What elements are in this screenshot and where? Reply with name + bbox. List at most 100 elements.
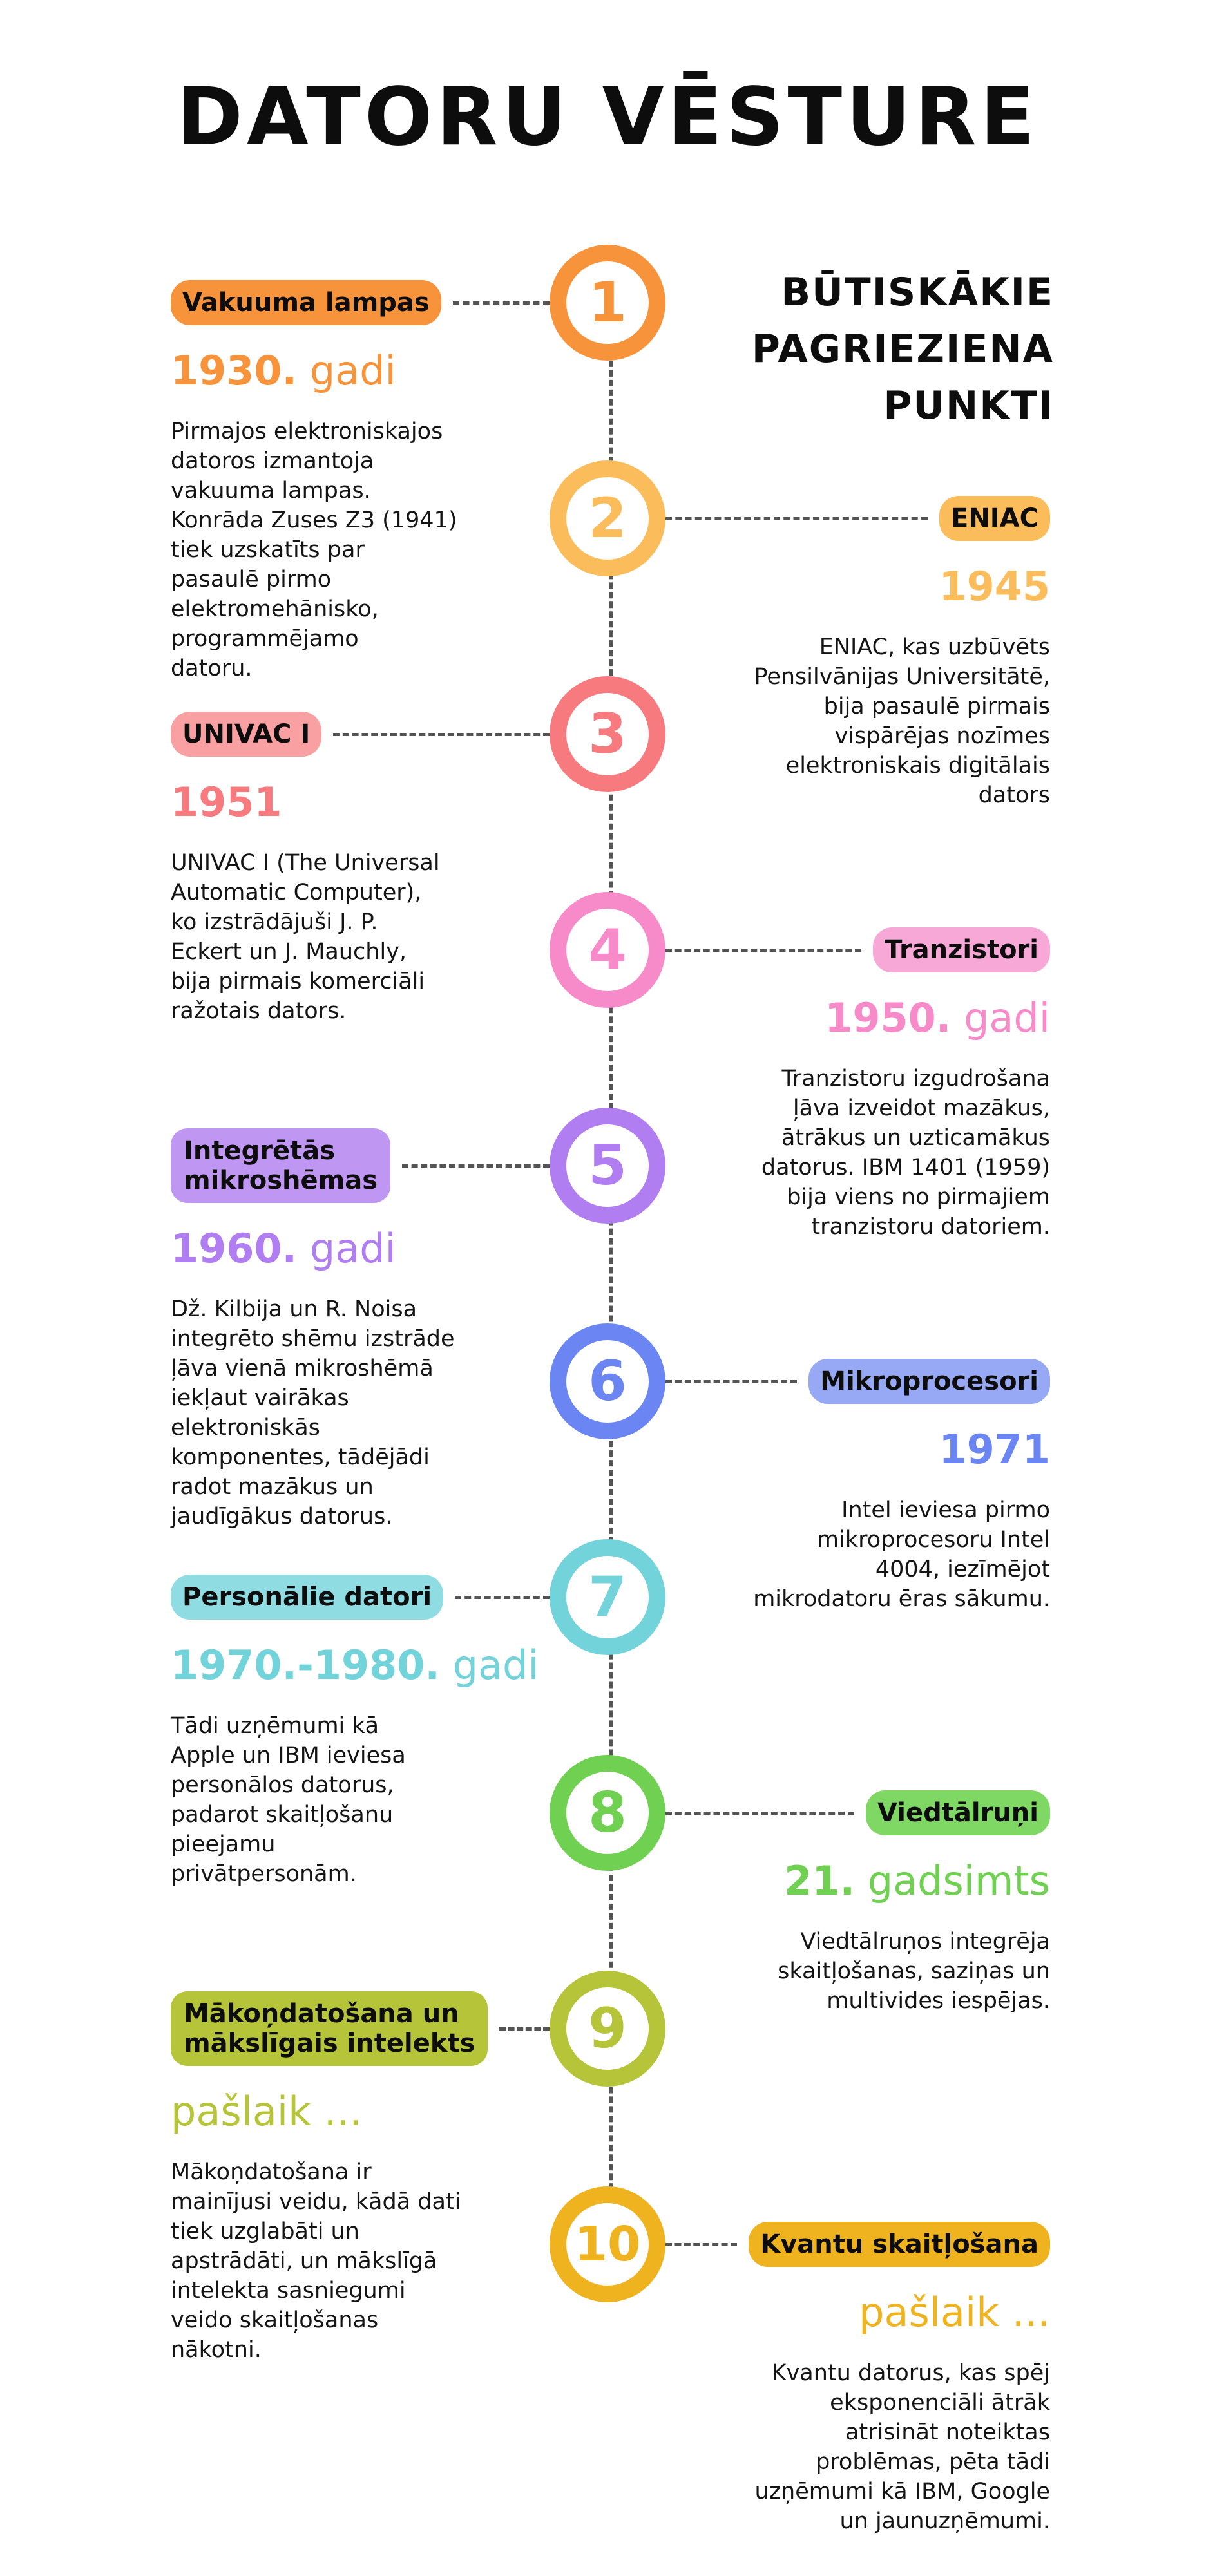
milestone-label-pill: Mikroprocesori bbox=[808, 1359, 1050, 1404]
description-line: Pirmajos elektroniskajos bbox=[171, 419, 443, 444]
milestone-year: 1950. gadi bbox=[825, 998, 1050, 1038]
milestone-label-text: Vakuuma lampas bbox=[182, 288, 430, 317]
description-line: ļāva izveidot mazākus, bbox=[792, 1095, 1050, 1121]
milestone-year-light: gadi bbox=[452, 1642, 539, 1689]
subtitle-line: PUNKTI bbox=[883, 383, 1054, 428]
milestone-label-pill: Personālie datori bbox=[171, 1575, 444, 1620]
milestone-label-pill: Tranzistori bbox=[873, 927, 1050, 972]
description-line: Konrāda Zuses Z3 (1941) bbox=[171, 507, 457, 533]
description-line: datoru. bbox=[171, 656, 253, 681]
description-line: Dž. Kilbija un R. Noisa bbox=[171, 1296, 417, 1322]
milestone-number-circle: 8 bbox=[550, 1755, 665, 1871]
milestone-year: 1945 bbox=[939, 567, 1050, 607]
subtitle-line: BŪTISKĀKIE bbox=[781, 270, 1054, 315]
description-line: tranzistoru datoriem. bbox=[811, 1214, 1050, 1240]
description-line: eksponenciāli ātrāk bbox=[830, 2390, 1050, 2416]
description-line: Apple un IBM ieviesa bbox=[171, 1743, 406, 1768]
milestone-year-light: gadi bbox=[309, 347, 396, 394]
milestone-label-pill: UNIVAC I bbox=[171, 712, 322, 757]
description-line: un jaunuzņēmumi. bbox=[839, 2508, 1050, 2534]
description-line: Intel ieviesa pirmo bbox=[841, 1497, 1050, 1523]
milestone-description: Mākoņdatošana ir mainījusi veidu, kādā da… bbox=[171, 2157, 461, 2365]
milestone-label-text: Mikroprocesori bbox=[820, 1367, 1038, 1396]
milestone-description: Tādi uzņēmumi kā Apple un IBM ieviesa pers… bbox=[171, 1711, 406, 1889]
description-line: Viedtālruņos integrēja bbox=[800, 1929, 1050, 1955]
description-line: ražotais dators. bbox=[171, 998, 347, 1024]
milestone-label-text: Personālie datori bbox=[182, 1582, 432, 1612]
description-line: datoros izmantoja bbox=[171, 448, 374, 474]
milestone-number-circle: 4 bbox=[550, 892, 665, 1008]
milestone-label-text: Tranzistori bbox=[885, 935, 1038, 965]
description-line: veido skaitļošanas bbox=[171, 2307, 379, 2333]
milestone-description: Pirmajos elektroniskajos datoros izmantoj… bbox=[171, 417, 457, 683]
connector-line bbox=[453, 301, 550, 305]
subtitle-line: PAGRIEZIENA bbox=[751, 327, 1054, 372]
milestone-year-bold: 1960. bbox=[171, 1225, 298, 1272]
milestone-description: UNIVAC I (The Universal Automatic Compute… bbox=[171, 848, 440, 1026]
milestone-year: 21. gadsimts bbox=[784, 1861, 1050, 1901]
milestone-year-bold: 1945 bbox=[939, 563, 1050, 610]
milestone-year-light: gadi bbox=[309, 1225, 396, 1272]
milestone-label-pill: Kvantu skaitļošana bbox=[749, 2222, 1050, 2267]
milestone-year-bold: 1970.-1980. bbox=[171, 1642, 440, 1689]
description-line: Pensilvānijas Universitātē, bbox=[754, 664, 1050, 690]
description-line: UNIVAC I (The Universal bbox=[171, 850, 440, 876]
description-line: pasaulē pirmo bbox=[171, 567, 332, 592]
description-line: tiek uzskatīts par bbox=[171, 537, 365, 563]
milestone-year: pašlaik ... bbox=[859, 2293, 1050, 2333]
milestone-label-pill: Viedtālruņi bbox=[866, 1790, 1050, 1835]
description-line: Automatic Computer), bbox=[171, 880, 422, 905]
description-line: elektromehānisko, bbox=[171, 596, 379, 622]
milestone-label-text: ENIAC bbox=[951, 504, 1038, 533]
description-line: ENIAC, kas uzbūvēts bbox=[819, 634, 1050, 660]
connector-line bbox=[499, 2027, 550, 2031]
description-line: skaitļošanas, saziņas un bbox=[778, 1958, 1050, 1984]
description-line: mikroprocesoru Intel bbox=[817, 1527, 1050, 1553]
page-title: DATORU VĒSTURE bbox=[176, 71, 1039, 164]
description-line: vakuuma lampas. bbox=[171, 478, 371, 504]
description-line: tiek uzglabāti un bbox=[171, 2219, 359, 2244]
connector-line bbox=[665, 949, 861, 952]
milestone-year-bold: 21. bbox=[784, 1857, 856, 1904]
milestone-year-bold: 1951 bbox=[171, 779, 282, 826]
description-line: komponentes, tādējādi bbox=[171, 1444, 430, 1470]
milestone-label-text: mikroshēmas bbox=[184, 1166, 378, 1195]
milestone-year-light: gadsimts bbox=[867, 1857, 1050, 1904]
milestone-year-bold: 1971 bbox=[939, 1426, 1050, 1473]
connector-line bbox=[665, 1380, 797, 1383]
milestone-description: ENIAC, kas uzbūvēts Pensilvānijas Univers… bbox=[754, 632, 1050, 810]
milestone-year-bold: 1950. bbox=[825, 994, 952, 1041]
description-line: radot mazākus un bbox=[171, 1474, 374, 1500]
milestone-number-circle: 9 bbox=[550, 1971, 665, 2087]
milestone-number-circle: 7 bbox=[550, 1539, 665, 1655]
description-line: vispārējas nozīmes bbox=[834, 723, 1050, 749]
connector-line bbox=[455, 1596, 550, 1599]
description-line: elektroniskās bbox=[171, 1415, 320, 1441]
description-line: ļāva vienā mikroshēmā bbox=[171, 1356, 434, 1381]
milestone-description: Intel ieviesa pirmo mikroprocesoru Intel 4… bbox=[753, 1495, 1050, 1614]
description-line: dators bbox=[978, 782, 1050, 808]
description-line: datorus. IBM 1401 (1959) bbox=[761, 1155, 1050, 1180]
description-line: mikrodatoru ēras sākumu. bbox=[753, 1586, 1050, 1612]
description-line: ko izstrādājuši J. P. bbox=[171, 909, 378, 935]
description-line: privātpersonām. bbox=[171, 1861, 357, 1887]
milestone-label-text: Viedtālruņi bbox=[877, 1798, 1038, 1828]
description-line: bija pasaulē pirmais bbox=[823, 694, 1050, 719]
description-line: Tranzistoru izgudrošana bbox=[781, 1066, 1050, 1092]
description-line: personālos datorus, bbox=[171, 1772, 394, 1798]
description-line: nākotni. bbox=[171, 2337, 262, 2363]
description-line: integrēto shēmu izstrāde bbox=[171, 1326, 455, 1352]
milestone-year: pašlaik ... bbox=[171, 2092, 362, 2132]
description-line: elektroniskais digitālais bbox=[785, 753, 1050, 779]
description-line: apstrādāti, un mākslīgā bbox=[171, 2248, 437, 2274]
connector-line bbox=[402, 1164, 550, 1168]
milestone-label-pill: Vakuuma lampas bbox=[171, 280, 441, 325]
connector-line bbox=[665, 2243, 737, 2246]
milestone-year-light: pašlaik ... bbox=[859, 2289, 1050, 2336]
description-line: intelekta sasniegumi bbox=[171, 2278, 406, 2304]
description-line: iekļaut vairākas bbox=[171, 1385, 349, 1411]
milestone-year-light: gadi bbox=[964, 994, 1050, 1041]
milestone-label-text: mākslīgais intelekts bbox=[184, 2029, 475, 2058]
description-line: Eckert un J. Mauchly, bbox=[171, 939, 407, 965]
milestone-label-pill: Integrētās mikroshēmas bbox=[171, 1128, 391, 1203]
